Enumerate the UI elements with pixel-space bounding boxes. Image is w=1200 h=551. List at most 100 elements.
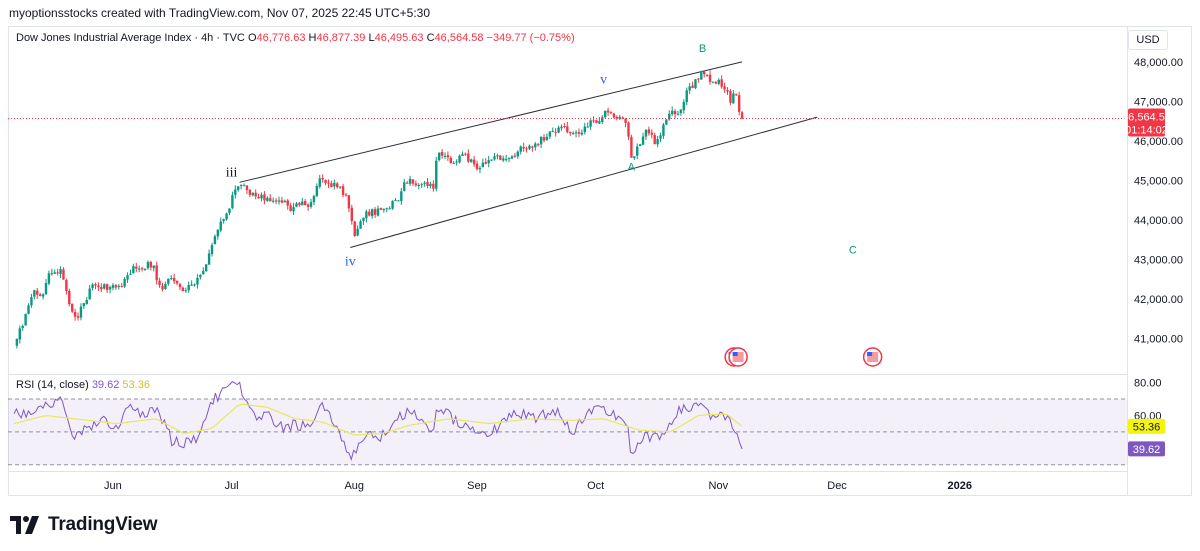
currency-button[interactable]: USD [1128, 30, 1168, 50]
candle-body [615, 116, 619, 119]
candle-body [440, 151, 444, 156]
candle-body [170, 278, 173, 280]
candle-body [484, 162, 487, 164]
candle-body [467, 153, 470, 162]
candle-body [330, 183, 333, 188]
candle-body [341, 186, 345, 196]
candle-body [312, 196, 316, 203]
candle-body [720, 79, 723, 87]
rsi-band-fill [8, 399, 1127, 465]
candle-body [435, 160, 438, 189]
candle-body [703, 71, 706, 75]
time-axis-border [8, 471, 1127, 472]
candle-body [295, 203, 298, 207]
candle-body [181, 287, 185, 292]
candle-body [405, 182, 409, 184]
candle-body [362, 217, 365, 221]
candle-body [327, 182, 330, 184]
candle-body [507, 157, 511, 159]
candle-body [437, 152, 441, 161]
candle-body [18, 328, 21, 340]
channel-lines [239, 61, 818, 248]
candle-body [513, 155, 517, 157]
candle-body [126, 275, 129, 280]
close-value: 46,564.58 [434, 32, 484, 44]
candle-body [691, 85, 694, 88]
wave-label: iii [226, 165, 238, 180]
candle-body [737, 95, 741, 112]
candle-body [539, 136, 543, 145]
event-markers [724, 347, 883, 367]
candle-body [624, 118, 627, 123]
candle-body [566, 126, 569, 133]
candle-body [27, 305, 30, 314]
candle-body [522, 146, 525, 149]
candle-body [708, 74, 712, 82]
candle-body [563, 126, 566, 128]
candle-body [239, 185, 243, 187]
candle-body [551, 131, 554, 133]
candle-body [481, 162, 485, 168]
candle-body [633, 156, 636, 158]
price-badge-bg [1128, 108, 1165, 137]
candle-body [187, 285, 190, 291]
price-tick-label: 47,000.00 [1134, 96, 1183, 108]
candle-body [289, 205, 292, 212]
candle-body [167, 278, 170, 284]
candle-body [158, 280, 161, 286]
rsi-value: 39.62 [91, 379, 120, 391]
candle-body [432, 183, 435, 189]
candle-body [79, 306, 83, 318]
candle-body [673, 111, 677, 115]
candle-body [193, 284, 196, 286]
candle-body [71, 303, 74, 312]
candle-body [458, 155, 461, 163]
candle-body [251, 192, 254, 196]
candle-body [545, 136, 549, 140]
candle-body [33, 290, 36, 297]
high-value: 46,877.39 [316, 32, 366, 44]
candle-body [333, 182, 336, 187]
candle-body [234, 189, 237, 195]
candle-body [65, 280, 68, 292]
time-axis-ticks: Jun Jul Aug Sep Oct Nov Dec 2026 [104, 480, 972, 492]
candle-body [143, 268, 147, 270]
candle-body [382, 209, 386, 211]
candle-body [560, 126, 563, 129]
candle-body [266, 197, 269, 201]
tradingview-icon [10, 516, 39, 534]
price-tick-label: 44,000.00 [1134, 215, 1183, 227]
candle-body [729, 90, 732, 103]
candle-body [740, 112, 744, 119]
candle-body [531, 146, 534, 148]
rsi-title: RSI (14, close) [16, 379, 89, 391]
rsi-ma-badge-bg [1128, 418, 1165, 434]
candle-body [711, 81, 715, 83]
candle-body [446, 155, 450, 158]
tradingview-logo[interactable]: TradingView [10, 514, 158, 536]
candle-body [237, 186, 240, 190]
candle-body [85, 300, 88, 304]
candle-body [132, 266, 135, 274]
candle-body [269, 198, 272, 202]
candle-body [621, 117, 624, 119]
candle-body [350, 207, 354, 222]
candle-body [301, 201, 304, 206]
candle-body [426, 181, 429, 186]
candle-body [155, 265, 158, 281]
candle-body [140, 268, 144, 270]
candle-body [534, 143, 537, 148]
candle-body [356, 228, 359, 236]
time-tick-label: Jun [104, 480, 122, 492]
candle-body [697, 78, 700, 80]
candle-body [705, 74, 709, 76]
candle-body [41, 294, 45, 297]
us-flag-icon [728, 347, 748, 367]
candle-body [318, 178, 321, 187]
lower-channel-line [350, 116, 818, 248]
rsi-ma-line [13, 403, 743, 436]
candle-body [210, 245, 214, 254]
candle-body [175, 280, 179, 284]
